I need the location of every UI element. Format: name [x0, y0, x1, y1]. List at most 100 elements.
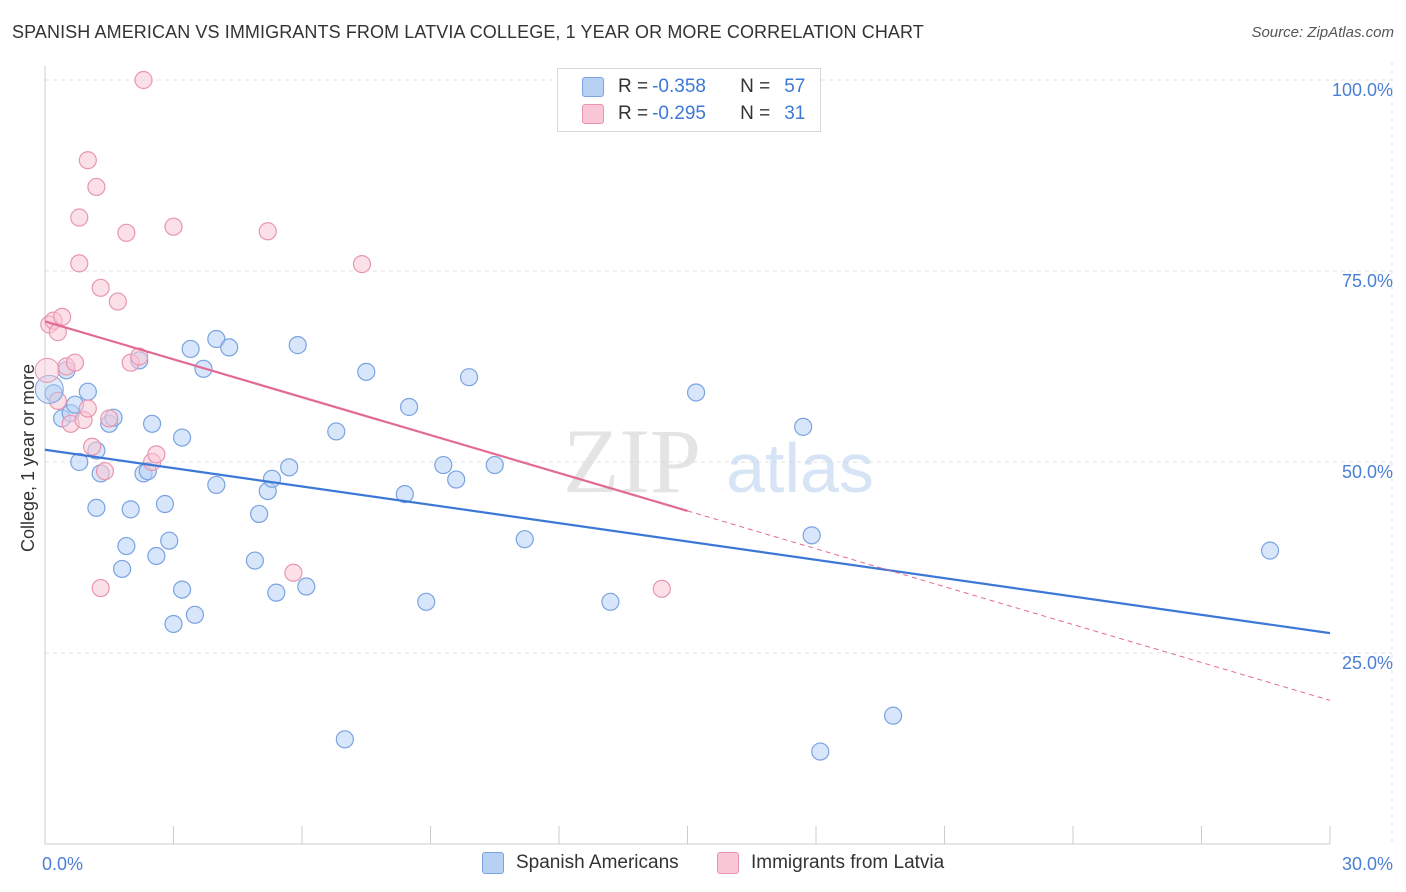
- series-swatch-blue: [482, 852, 504, 874]
- trend-line-latvia-extension: [687, 510, 1331, 701]
- point-spanish-americans: [181, 339, 200, 359]
- point-latvia: [78, 151, 97, 170]
- point-latvia: [134, 70, 153, 90]
- legend-row-latvia: R = -0.295 N = 31: [582, 102, 805, 126]
- legend-r-value: -0.295: [652, 103, 706, 124]
- point-latvia: [91, 278, 110, 297]
- correlation-legend: R = -0.358 N = 57 R = -0.295 N = 31: [557, 68, 821, 132]
- point-latvia: [258, 222, 277, 241]
- point-latvia: [108, 292, 127, 311]
- point-spanish-americans: [207, 475, 226, 495]
- point-spanish-americans: [121, 500, 140, 519]
- point-spanish-americans: [164, 614, 183, 634]
- point-spanish-americans: [250, 504, 269, 524]
- point-spanish-americans: [515, 530, 534, 549]
- point-latvia: [352, 255, 372, 274]
- legend-n-value: 57: [784, 76, 806, 97]
- series-swatch-pink: [717, 852, 739, 874]
- point-spanish-americans: [417, 592, 436, 611]
- x-tick-labels: 0.0% 30.0%: [42, 854, 1393, 874]
- point-spanish-americans: [172, 428, 192, 447]
- point-spanish-americans: [485, 455, 504, 475]
- series-legend-spanish-americans[interactable]: Spanish Americans: [482, 852, 679, 874]
- point-spanish-americans: [288, 336, 307, 355]
- watermark-zip: ZIP: [563, 410, 701, 512]
- point-spanish-americans: [245, 551, 264, 570]
- point-spanish-americans: [267, 583, 286, 602]
- data-points: [34, 70, 1280, 761]
- point-spanish-americans: [802, 526, 821, 545]
- point-latvia: [65, 353, 85, 372]
- y-tick-label: 100.0%: [1332, 80, 1393, 100]
- trend-lines: [44, 320, 1331, 701]
- point-latvia: [83, 437, 102, 456]
- y-axis-label: College, 1 year or more: [18, 364, 38, 552]
- legend-row-spanish-americans: R = -0.358 N = 57: [582, 75, 805, 99]
- y-tick-label: 25.0%: [1342, 653, 1393, 673]
- point-spanish-americans: [117, 536, 136, 556]
- legend-n-label: N =: [740, 76, 771, 97]
- point-latvia: [117, 223, 136, 242]
- point-spanish-americans: [147, 546, 166, 566]
- point-spanish-americans: [459, 368, 479, 387]
- legend-n-value: 31: [784, 103, 806, 124]
- legend-r-value: -0.358: [652, 76, 706, 97]
- point-spanish-americans: [280, 458, 299, 477]
- point-latvia: [284, 563, 303, 582]
- x-tick-label: 30.0%: [1342, 854, 1393, 874]
- point-spanish-americans: [185, 605, 205, 624]
- legend-swatch-blue: [582, 77, 604, 97]
- legend-n-label: N =: [740, 103, 771, 124]
- point-spanish-americans: [811, 742, 830, 761]
- point-spanish-americans: [87, 498, 106, 517]
- point-latvia: [652, 579, 671, 598]
- point-spanish-americans: [395, 484, 414, 504]
- point-spanish-americans: [155, 494, 175, 514]
- chart-source: Source: ZipAtlas.com: [1251, 24, 1394, 41]
- watermark-atlas: atlas: [726, 429, 874, 507]
- point-spanish-americans: [172, 580, 192, 599]
- x-tick-label: 0.0%: [42, 854, 83, 874]
- point-latvia: [147, 445, 166, 464]
- point-latvia: [70, 208, 89, 227]
- point-spanish-americans: [297, 577, 316, 596]
- point-spanish-americans: [220, 338, 239, 357]
- axes: [44, 66, 1331, 845]
- point-latvia: [34, 357, 60, 383]
- point-latvia: [53, 307, 72, 326]
- trend-line-latvia: [44, 320, 688, 512]
- y-tick-labels: 25.0% 50.0% 75.0% 100.0%: [1332, 80, 1393, 673]
- y-tick-label: 50.0%: [1342, 462, 1393, 482]
- trend-line-spanish-americans: [44, 448, 1331, 635]
- point-spanish-americans: [160, 531, 179, 550]
- series-legend-latvia[interactable]: Immigrants from Latvia: [717, 852, 944, 874]
- chart-title: SPANISH AMERICAN VS IMMIGRANTS FROM LATV…: [12, 22, 924, 42]
- point-spanish-americans: [335, 730, 354, 749]
- point-spanish-americans: [601, 592, 620, 611]
- point-spanish-americans: [142, 414, 162, 433]
- point-spanish-americans: [1260, 541, 1280, 560]
- point-latvia: [78, 399, 97, 418]
- point-latvia: [164, 217, 183, 236]
- legend-r-label: R =: [618, 103, 649, 124]
- series-legend: Spanish Americans Immigrants from Latvia: [0, 852, 1406, 878]
- point-spanish-americans: [447, 470, 466, 489]
- point-spanish-americans: [207, 329, 226, 349]
- legend-swatch-pink: [582, 104, 604, 124]
- point-latvia: [91, 578, 110, 598]
- legend-r-label: R =: [618, 76, 649, 97]
- point-spanish-americans: [34, 374, 64, 404]
- point-spanish-americans: [112, 559, 132, 579]
- point-spanish-americans: [686, 383, 706, 402]
- point-spanish-americans: [883, 706, 903, 725]
- point-latvia: [100, 409, 119, 428]
- point-latvia: [95, 462, 115, 481]
- series-label: Spanish Americans: [516, 852, 679, 873]
- point-latvia: [87, 177, 106, 197]
- point-spanish-americans: [70, 452, 89, 472]
- y-tick-label: 75.0%: [1342, 271, 1393, 291]
- grid-lines: [45, 62, 1393, 844]
- point-spanish-americans: [327, 422, 346, 441]
- point-spanish-americans: [78, 382, 97, 401]
